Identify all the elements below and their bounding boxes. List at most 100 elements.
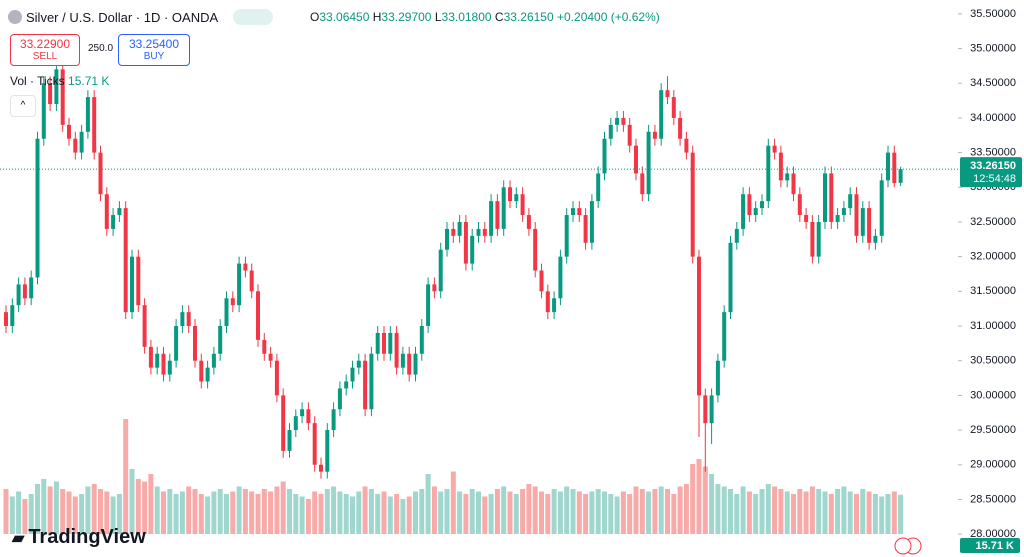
y-tick-label: 35.00000: [970, 42, 1016, 54]
candle-body: [337, 388, 342, 410]
volume-bar: [425, 474, 431, 534]
vol-value: 15.71 K: [68, 74, 110, 88]
ohlc: O33.06450 H33.29700 L33.01800 C33.26150 …: [310, 10, 660, 24]
candle-body: [772, 145, 777, 153]
change: +0.20400 (+0.62%): [557, 10, 660, 24]
candle-body: [854, 194, 859, 236]
candle-body: [558, 256, 563, 299]
volume-bar: [841, 486, 847, 534]
volume-bar: [702, 466, 708, 534]
volume-bar: [677, 486, 683, 534]
candle-body: [413, 353, 418, 375]
volume-bar: [450, 471, 456, 534]
candle-body: [211, 353, 216, 368]
volume-bar: [419, 489, 425, 534]
volume-bar: [135, 479, 141, 534]
candle-body: [243, 263, 248, 271]
candle-body: [54, 69, 59, 105]
candle-body: [79, 131, 84, 153]
volume-bar: [494, 489, 500, 534]
candle-body: [659, 90, 664, 139]
volume-bar: [759, 489, 765, 534]
candle-body: [734, 228, 739, 243]
volume-bar: [343, 494, 349, 534]
volume-bar: [331, 486, 337, 534]
y-tick-label: 33.50000: [970, 147, 1016, 159]
volume-bar: [809, 486, 815, 534]
last-price-label: 33.26150: [970, 160, 1016, 172]
candle-body: [835, 215, 840, 222]
volume-bar: [507, 491, 513, 534]
symbol[interactable]: Silver / U.S. Dollar · 1D · OANDA: [26, 10, 218, 25]
candle-body: [249, 270, 254, 292]
buy-button[interactable]: 33.25400 BUY: [118, 34, 190, 66]
candle-body: [155, 353, 160, 368]
volume-bar: [356, 491, 362, 534]
candle-body: [67, 124, 71, 139]
y-tick-label: 34.50000: [970, 77, 1016, 89]
candle-body: [319, 464, 323, 472]
candle-body: [48, 83, 53, 105]
volume-bar: [885, 494, 891, 534]
status-pill[interactable]: [233, 9, 274, 25]
y-tick-label: 28.00000: [970, 528, 1016, 540]
volume-bar: [545, 494, 551, 534]
volume-bar: [179, 491, 185, 534]
candle-body: [445, 228, 449, 250]
symbol-icon: [8, 10, 22, 24]
volume-bar: [91, 484, 97, 534]
volume-bar: [614, 496, 620, 534]
close: 33.26150: [503, 10, 554, 24]
volume-bar: [268, 491, 274, 534]
volume-bar: [28, 494, 34, 534]
candle-body: [205, 367, 210, 382]
volume-bar: [305, 499, 311, 534]
sell-label: SELL: [32, 51, 58, 62]
candle-body: [262, 339, 267, 354]
volume-bar: [828, 494, 834, 534]
volume-bar: [324, 489, 330, 534]
volume-bar: [476, 491, 481, 534]
candle-body: [331, 409, 336, 431]
candle-body: [810, 221, 815, 257]
vol-label: Vol · Ticks: [10, 74, 65, 88]
volume-bar: [3, 489, 9, 534]
candle-body: [230, 298, 235, 306]
candle-body: [665, 90, 670, 98]
candle-body: [218, 326, 223, 354]
candle-body: [363, 360, 368, 410]
candle-body: [495, 201, 500, 229]
volume-bar: [872, 494, 878, 534]
volume-bar: [589, 491, 595, 534]
candle-body: [615, 117, 620, 125]
volume-bar: [142, 481, 148, 534]
volume-bar: [400, 499, 406, 534]
volume-legend: Vol · Ticks 15.71 K: [10, 74, 109, 88]
candle-body: [520, 194, 525, 216]
volume-bar: [854, 494, 859, 534]
candle-body: [470, 235, 475, 264]
sell-button[interactable]: 33.22900 SELL: [10, 34, 80, 66]
candle-body: [627, 124, 632, 146]
volume-bar: [803, 491, 809, 534]
volume-bar: [255, 494, 261, 534]
candle-body: [4, 312, 8, 327]
collapse-button[interactable]: ^: [10, 95, 36, 117]
volume-bar: [337, 491, 343, 534]
volume-bar: [406, 496, 412, 534]
candle-body: [678, 117, 683, 139]
candle-body: [526, 215, 531, 229]
candle-body: [621, 117, 626, 125]
o-label: O: [310, 10, 320, 24]
candle-body: [281, 395, 286, 451]
volume-bar: [532, 486, 538, 534]
candle-body: [829, 173, 834, 222]
candle-body: [136, 256, 141, 306]
candle-body: [274, 360, 279, 396]
volume-bar: [217, 489, 223, 534]
candle-body: [451, 228, 456, 236]
candle-body: [766, 145, 771, 202]
candle-body: [268, 353, 273, 361]
y-tick-label: 29.00000: [970, 459, 1016, 471]
